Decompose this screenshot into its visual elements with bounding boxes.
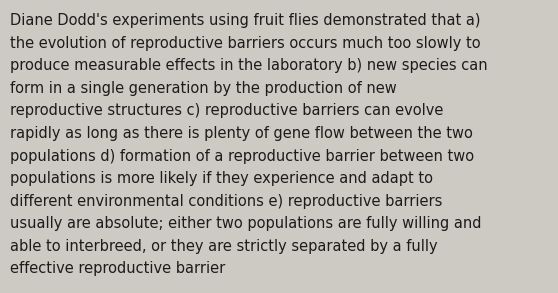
Text: reproductive structures c) reproductive barriers can evolve: reproductive structures c) reproductive … [10,103,444,118]
Text: rapidly as long as there is plenty of gene flow between the two: rapidly as long as there is plenty of ge… [10,126,473,141]
Text: able to interbreed, or they are strictly separated by a fully: able to interbreed, or they are strictly… [10,239,437,254]
Text: produce measurable effects in the laboratory b) new species can: produce measurable effects in the labora… [10,58,488,73]
Text: the evolution of reproductive barriers occurs much too slowly to: the evolution of reproductive barriers o… [10,36,480,51]
Text: Diane Dodd's experiments using fruit flies demonstrated that a): Diane Dodd's experiments using fruit fli… [10,13,480,28]
Text: different environmental conditions e) reproductive barriers: different environmental conditions e) re… [10,194,442,209]
Text: populations is more likely if they experience and adapt to: populations is more likely if they exper… [10,171,433,186]
Text: effective reproductive barrier: effective reproductive barrier [10,261,225,276]
Text: form in a single generation by the production of new: form in a single generation by the produ… [10,81,397,96]
Text: usually are absolute; either two populations are fully willing and: usually are absolute; either two populat… [10,216,482,231]
Text: populations d) formation of a reproductive barrier between two: populations d) formation of a reproducti… [10,149,474,163]
